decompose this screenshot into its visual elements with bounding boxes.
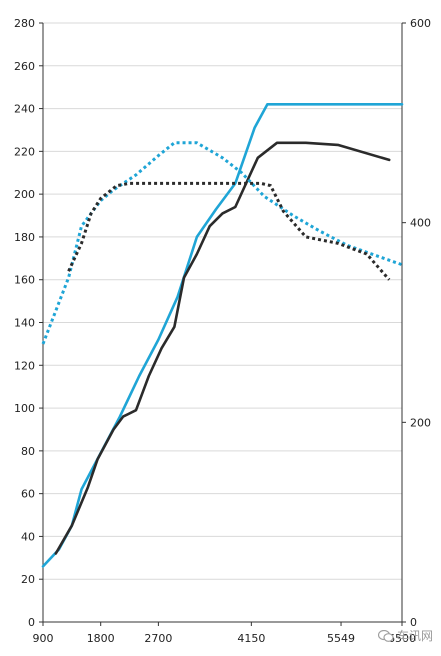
y-left-tick-label: 0 [28,616,35,629]
x-tick-label: 1800 [87,632,115,645]
grid [43,22,402,580]
y-left-tick-label: 40 [21,530,35,543]
y-left-tick-label: 260 [14,60,35,73]
y-right-tick-label: 400 [410,217,431,230]
series-line-4-dotted [67,181,391,281]
y-axis-left-ticks: 0 20 40 60 80 100 120 140 160 180 200 220 240 260 280 [14,17,43,629]
x-tick-label: 6500 [388,632,416,645]
wechat-icon [377,629,394,642]
y-right-tick-label: 600 [410,17,431,30]
y-axis-right-ticks: 0 200 400 600 [402,17,431,629]
y-left-tick-label: 120 [14,359,35,372]
y-left-tick-label: 200 [14,188,35,201]
y-left-tick-label: 220 [14,145,35,158]
y-left-tick-label: 240 [14,103,35,116]
series-group [41,103,404,568]
y-left-tick-label: 20 [21,573,35,586]
y-left-tick-label: 180 [14,231,35,244]
y-left-tick-label: 160 [14,274,35,287]
y-left-tick-label: 60 [21,488,35,501]
x-tick-label: 5549 [327,632,355,645]
series-line-2-solid [54,141,391,555]
x-axis-ticks: 900 1800 2700 4150 5549 6500 [33,622,416,645]
watermark: 车讯网 [377,627,433,644]
series-line-3-dotted [41,141,403,345]
y-left-tick-label: 140 [14,317,35,330]
x-tick-label: 2700 [144,632,172,645]
x-tick-label: 900 [33,632,54,645]
y-left-tick-label: 280 [14,17,35,30]
y-left-tick-label: 100 [14,402,35,415]
x-tick-label: 4150 [237,632,265,645]
y-left-tick-label: 80 [21,445,35,458]
watermark-text: 车讯网 [396,629,433,643]
series-line-1-solid [41,103,404,568]
y-right-tick-label: 0 [410,616,417,629]
y-right-tick-label: 200 [410,416,431,429]
